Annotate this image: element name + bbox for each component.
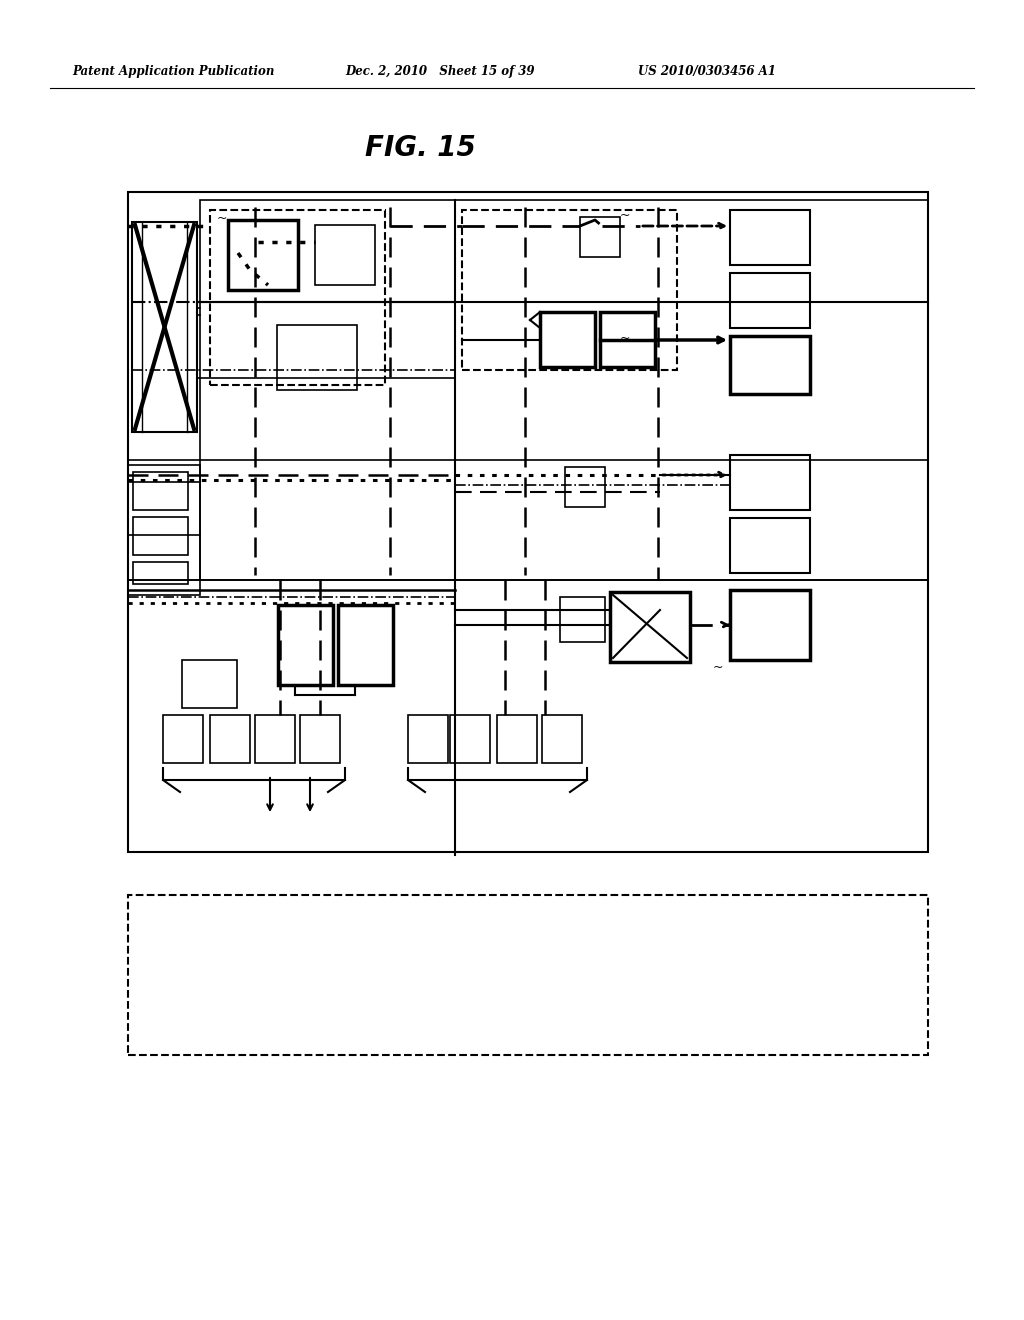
Bar bbox=[580, 216, 620, 257]
Text: ~: ~ bbox=[217, 211, 227, 224]
Text: ~: ~ bbox=[620, 331, 630, 345]
Text: FIG. 15: FIG. 15 bbox=[365, 135, 475, 162]
Bar bbox=[455, 201, 928, 579]
Text: Dec. 2, 2010   Sheet 15 of 39: Dec. 2, 2010 Sheet 15 of 39 bbox=[345, 66, 535, 78]
Bar bbox=[128, 191, 928, 851]
Bar bbox=[450, 715, 490, 763]
Bar bbox=[133, 562, 188, 583]
Bar bbox=[210, 210, 385, 385]
Bar bbox=[128, 465, 200, 595]
Bar bbox=[163, 715, 203, 763]
Bar bbox=[300, 715, 340, 763]
Text: ~: ~ bbox=[713, 660, 723, 673]
Bar bbox=[133, 473, 188, 510]
Bar bbox=[730, 455, 810, 510]
Bar bbox=[560, 597, 605, 642]
Bar bbox=[200, 201, 455, 579]
Bar bbox=[128, 895, 928, 1055]
Bar bbox=[600, 312, 655, 367]
Bar bbox=[730, 273, 810, 327]
Bar bbox=[228, 220, 298, 290]
Bar bbox=[610, 591, 690, 663]
Bar bbox=[565, 467, 605, 507]
Bar bbox=[462, 210, 677, 370]
Bar bbox=[730, 590, 810, 660]
Bar bbox=[730, 210, 810, 265]
Text: US 2010/0303456 A1: US 2010/0303456 A1 bbox=[638, 66, 776, 78]
Bar bbox=[278, 325, 357, 389]
Bar bbox=[730, 337, 810, 393]
Text: ~: ~ bbox=[620, 209, 630, 222]
Bar bbox=[210, 715, 250, 763]
Bar bbox=[255, 715, 295, 763]
Bar bbox=[497, 715, 537, 763]
Bar bbox=[338, 605, 393, 685]
Bar bbox=[408, 715, 449, 763]
Bar bbox=[730, 517, 810, 573]
Bar bbox=[133, 517, 188, 554]
Bar bbox=[542, 715, 582, 763]
Text: Patent Application Publication: Patent Application Publication bbox=[72, 66, 274, 78]
Bar bbox=[278, 605, 333, 685]
Bar bbox=[132, 222, 197, 432]
Bar bbox=[182, 660, 237, 708]
Bar bbox=[315, 224, 375, 285]
Bar bbox=[540, 312, 595, 367]
